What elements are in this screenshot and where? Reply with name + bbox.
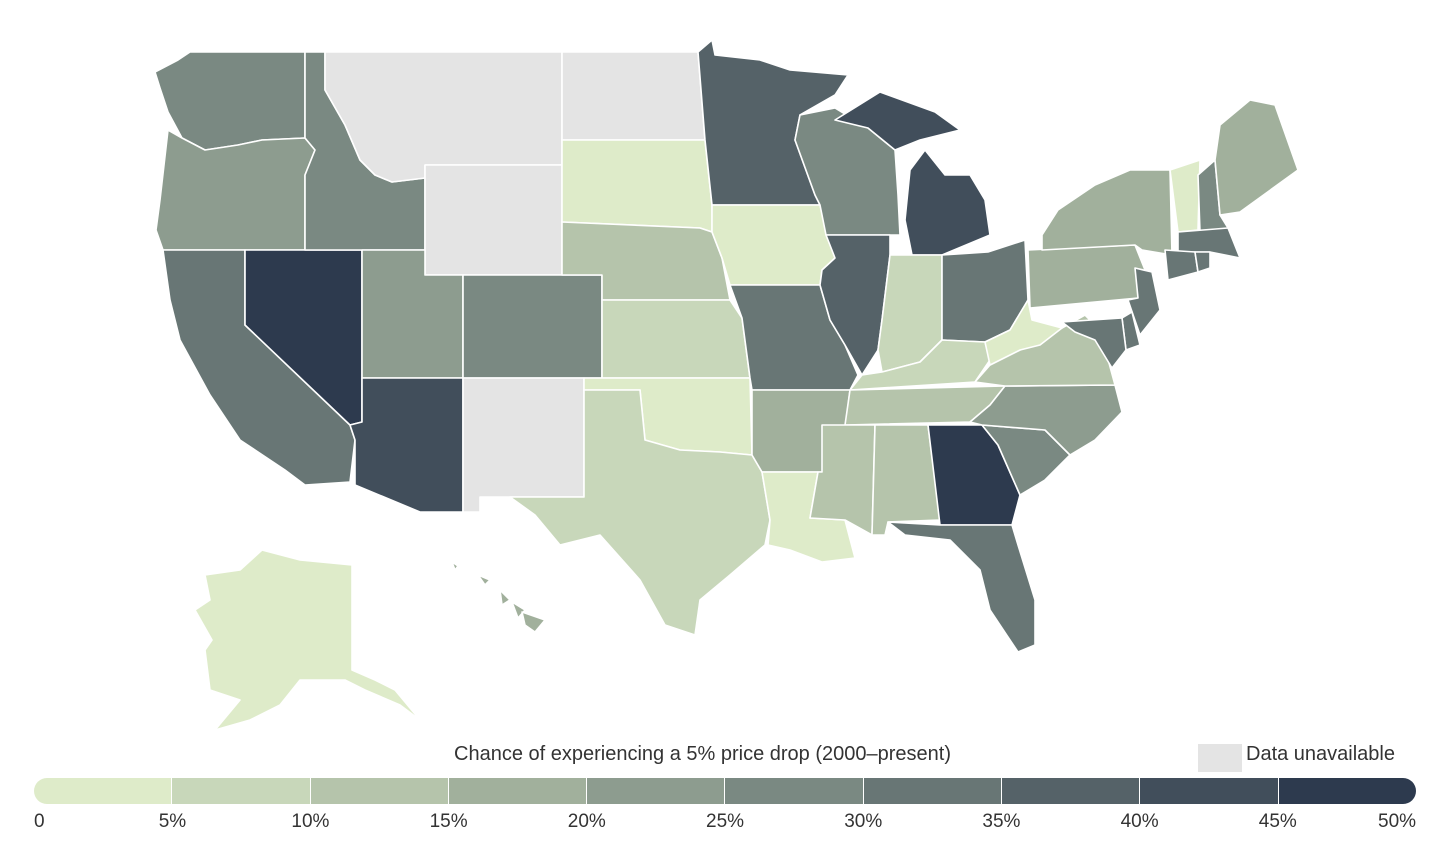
state-north-carolina	[969, 384, 1123, 456]
state-illinois	[819, 234, 891, 376]
state-hawaii	[451, 561, 546, 633]
scale-tick-label: 50%	[1378, 811, 1417, 832]
state-connecticut	[1164, 249, 1199, 281]
scale-tick-label: 20%	[567, 811, 606, 832]
scale-segment	[447, 778, 587, 804]
state-florida	[887, 521, 1036, 653]
state-south-dakota	[561, 139, 713, 233]
state-wyoming	[424, 164, 563, 276]
state-arizona	[349, 377, 464, 513]
state-new-hampshire	[1197, 159, 1229, 233]
state-new-mexico	[462, 377, 585, 513]
scale-tick-label: 35%	[982, 811, 1021, 832]
scale-tick-label: 30%	[844, 811, 883, 832]
state-alaska	[194, 549, 421, 731]
scale-segment	[1139, 778, 1278, 804]
state-new-jersey	[1127, 267, 1161, 336]
state-massachusetts	[1177, 227, 1241, 259]
data-unavailable-label: Data unavailable	[1246, 743, 1395, 765]
scale-tick-label: 0	[34, 811, 45, 832]
legend-title: Chance of experiencing a 5% price drop (…	[454, 743, 951, 765]
scale-segment	[34, 778, 172, 804]
scale-tick-label: 45%	[1258, 811, 1297, 832]
state-new-york	[1041, 169, 1173, 256]
scale-segment	[862, 778, 1002, 804]
state-iowa	[711, 204, 836, 286]
scale-tick-label: 15%	[429, 811, 468, 832]
state-maine	[1214, 99, 1299, 216]
state-oregon	[155, 129, 316, 251]
scale-tick-label: 25%	[706, 811, 745, 832]
scale-segment	[724, 778, 863, 804]
color-scale-bar	[34, 778, 1416, 804]
state-west-virginia	[984, 299, 1063, 366]
scale-segment	[586, 778, 725, 804]
scale-tick-label: 10%	[291, 811, 330, 832]
state-wisconsin	[794, 107, 901, 236]
state-pennsylvania	[1027, 244, 1146, 309]
data-unavailable-swatch	[1198, 744, 1242, 772]
us-choropleth-map	[154, 39, 1299, 731]
scale-segment	[1277, 778, 1416, 804]
state-rhode-island	[1194, 251, 1211, 273]
scale-segment	[1001, 778, 1140, 804]
scale-segment	[309, 778, 448, 804]
state-vermont	[1169, 159, 1201, 233]
scale-segment	[171, 778, 310, 804]
state-colorado	[462, 274, 603, 379]
state-michigan	[834, 91, 991, 256]
scale-tick-label: 40%	[1120, 811, 1159, 832]
state-texas	[509, 389, 771, 636]
state-kansas	[601, 299, 751, 379]
scale-tick-label: 5%	[158, 811, 187, 832]
state-maryland	[1061, 317, 1127, 369]
state-north-dakota	[561, 51, 706, 141]
